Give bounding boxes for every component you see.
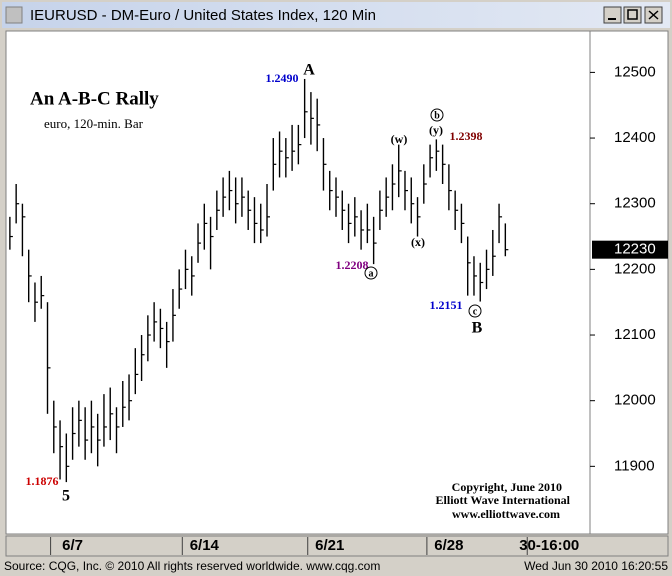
time-axis <box>5 535 669 557</box>
y-tick-label: 12300 <box>614 195 656 212</box>
wave-circle <box>468 304 482 318</box>
copyright: Copyright, June 2010 <box>452 480 562 494</box>
x-tick-label: 6/28 <box>434 537 463 554</box>
last-price-label: 12230 <box>614 241 656 258</box>
chart-subtitle: euro, 120-min. Bar <box>44 116 144 131</box>
annotation: a <box>369 268 374 279</box>
y-tick-label: 12000 <box>614 392 656 409</box>
annotation: 1.2490 <box>266 71 299 85</box>
x-tick-label: 6/21 <box>315 537 344 554</box>
window-title: IEURUSD - DM-Euro / United States Index,… <box>30 7 376 24</box>
y-tick-label: 12100 <box>614 326 656 343</box>
minimize-button[interactable] <box>603 6 622 24</box>
annotation: 1.2398 <box>450 129 483 143</box>
annotation: 1.2151 <box>430 298 463 312</box>
copyright: Elliott Wave International <box>436 493 571 507</box>
y-tick-label: 12400 <box>614 129 656 146</box>
annotation: 1.2208 <box>336 258 369 272</box>
y-tick-label: 11900 <box>614 457 655 474</box>
annotation: (w) <box>391 132 408 146</box>
copyright: www.elliottwave.com <box>452 507 560 521</box>
x-tick-label: 6/14 <box>190 537 220 554</box>
status-time: Wed Jun 30 2010 16:20:55 <box>524 559 668 573</box>
plot-area <box>5 30 591 535</box>
annotation: b <box>434 110 440 121</box>
annotation: 1.1876 <box>26 474 59 488</box>
annotation: (y) <box>429 123 443 137</box>
wave-circle <box>364 266 378 280</box>
last-price-box <box>592 240 668 259</box>
annotation: (x) <box>411 235 425 249</box>
chart-title: An A-B-C Rally <box>30 88 159 109</box>
x-tick-label: 30-16:00 <box>519 537 579 554</box>
annotation: 5 <box>62 488 70 505</box>
annotation: B <box>472 320 483 337</box>
y-tick-label: 12200 <box>614 260 656 277</box>
status-source: Source: CQG, Inc. © 2010 All rights rese… <box>4 559 380 573</box>
annotation: c <box>473 306 478 317</box>
annotation: A <box>303 62 315 79</box>
x-tick-label: 6/7 <box>62 537 83 554</box>
window-buttons[interactable] <box>603 6 663 24</box>
y-tick-label: 12500 <box>614 63 656 80</box>
wave-circle <box>430 108 444 122</box>
app-icon <box>5 6 23 24</box>
price-axis <box>589 30 669 535</box>
title-bar <box>2 2 670 28</box>
